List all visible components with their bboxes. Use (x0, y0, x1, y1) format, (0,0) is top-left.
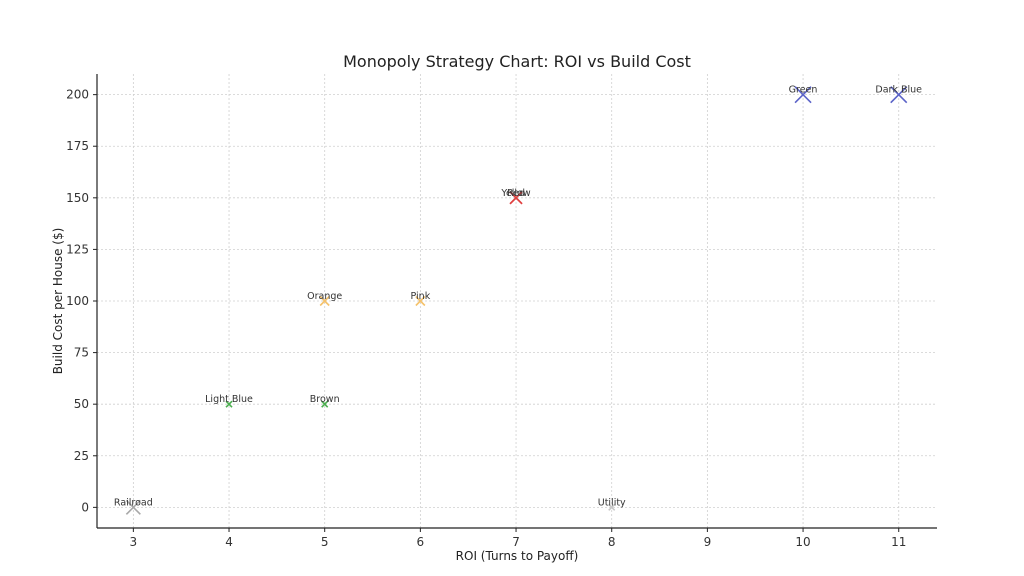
point-marker-stroke (125, 499, 141, 515)
y-axis-title: Build Cost per House ($) (51, 228, 65, 375)
x-tick-label: 10 (795, 535, 810, 549)
ticks: 3 4 5 6 7 8 9 10 11 0 25 50 75 100 125 150 175 200 (66, 88, 906, 549)
x-tick-label: 4 (225, 535, 233, 549)
x-tick-label: 6 (417, 535, 425, 549)
x-axis-title: ROI (Turns to Payoff) (456, 549, 579, 563)
point-labels: Railroad Light Blue Brown Orange Pink YellowR… (114, 85, 922, 509)
data-point (321, 400, 329, 408)
y-tick-label: 100 (66, 294, 89, 308)
x-tick-label: 5 (321, 535, 329, 549)
data-point (794, 86, 812, 104)
data-point (319, 295, 330, 307)
point-marker-stroke (319, 295, 330, 307)
point-marker-stroke (415, 295, 426, 307)
point-label: Orange (307, 291, 342, 302)
data-points (125, 86, 908, 515)
y-tick-label: 125 (66, 242, 89, 256)
point-marker-stroke (608, 503, 616, 511)
point-label: Red (507, 188, 525, 199)
y-tick-label: 50 (74, 397, 89, 411)
point-label: Dark Blue (875, 85, 922, 96)
point-label: Utility (598, 497, 626, 508)
x-tick-label: 11 (891, 535, 906, 549)
point-label: Light Blue (205, 394, 253, 405)
y-tick-label: 200 (66, 88, 89, 102)
point-label: Railroad (114, 497, 153, 508)
point-label: Brown (310, 394, 340, 405)
chart-title: Monopoly Strategy Chart: ROI vs Build Co… (343, 52, 691, 71)
data-point (608, 503, 616, 511)
x-tick-label: 7 (512, 535, 520, 549)
y-tick-label: 75 (74, 346, 89, 360)
data-point (225, 400, 233, 408)
point-marker-stroke (890, 86, 908, 104)
data-point (125, 499, 141, 515)
grid (97, 74, 937, 528)
data-point (509, 191, 523, 205)
point-label: Green (789, 85, 818, 96)
x-tick-label: 9 (704, 535, 712, 549)
y-tick-label: 0 (81, 500, 89, 514)
y-tick-label: 25 (74, 449, 89, 463)
data-point (890, 86, 908, 104)
x-tick-label: 3 (130, 535, 138, 549)
point-label: Yellow (500, 188, 530, 199)
y-tick-label: 150 (66, 191, 89, 205)
point-marker-stroke (794, 86, 812, 104)
x-tick-label: 8 (608, 535, 616, 549)
y-tick-label: 175 (66, 139, 89, 153)
point-label: Pink (411, 291, 431, 302)
data-point (415, 295, 426, 307)
point-marker-stroke (225, 400, 233, 408)
point-marker-stroke (509, 191, 523, 205)
point-marker-stroke (321, 400, 329, 408)
